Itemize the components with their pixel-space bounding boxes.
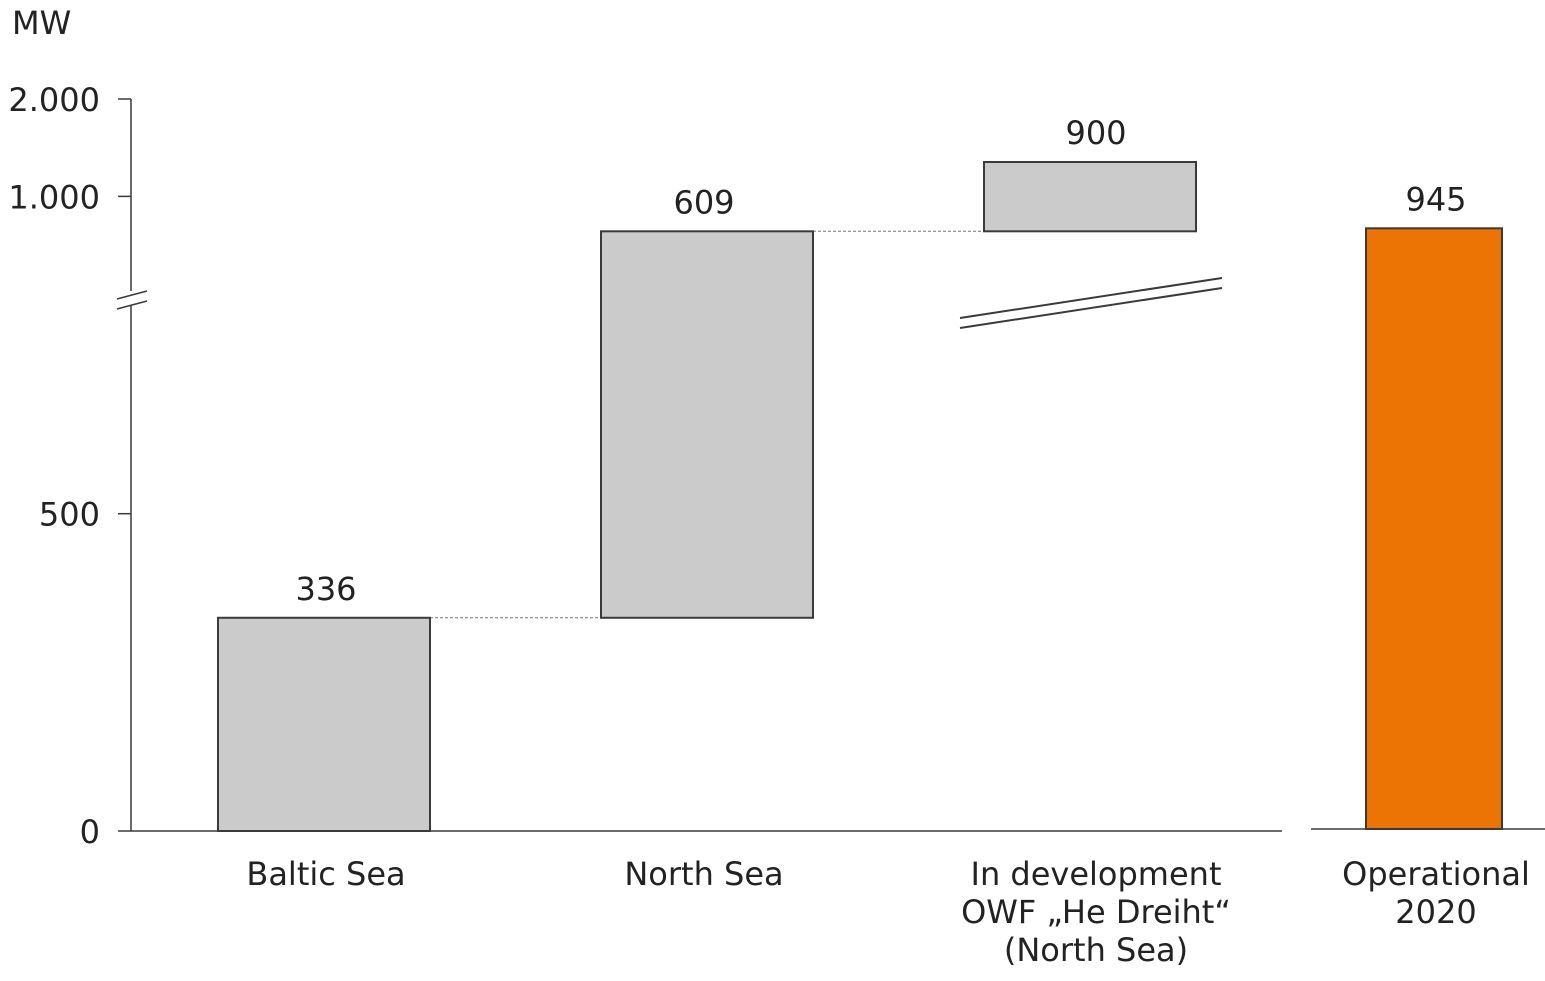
bars [217,161,1503,833]
bar-break-gap [960,278,1222,328]
category-label-line: In development [971,855,1222,893]
data-label: 336 [295,570,356,608]
category-label-line: 2020 [1395,893,1476,931]
y-tick-label: 2.000 [8,81,100,119]
y-axis-break-mark [116,290,148,300]
bar-operational-2020 [1365,227,1503,831]
category-label: Baltic Sea [246,855,405,893]
labels: 0 500 1.000 2.000 MW 336 609 900 945 Baltic Sea No… [8,4,1529,969]
data-label: 900 [1065,114,1126,152]
data-label: 609 [673,183,734,221]
connectors [430,230,984,619]
data-label: 945 [1405,180,1466,218]
axes [116,98,1545,832]
y-tick-label: 1.000 [8,178,100,216]
bar-in-development [983,161,1197,233]
category-label: Operational 2020 [1342,855,1530,931]
bar-baltic-sea [217,616,431,833]
bar-break-line [959,277,1223,319]
y-axis-unit-label: MW [12,4,71,42]
category-label-line: North Sea [624,855,783,893]
category-label: North Sea [624,855,783,893]
bar-break-line [959,287,1223,329]
bar-north-sea [600,230,814,619]
category-label-line: (North Sea) [1004,931,1188,969]
y-axis-break-mark [116,300,148,310]
category-label-line: OWF „He Dreiht“ [961,893,1231,931]
category-label: In development OWF „He Dreiht“ (North Sea) [961,855,1231,969]
y-tick-label: 500 [39,496,100,534]
category-label-line: Baltic Sea [246,855,405,893]
category-label-line: Operational [1342,855,1530,893]
y-tick-label: 0 [80,813,100,851]
